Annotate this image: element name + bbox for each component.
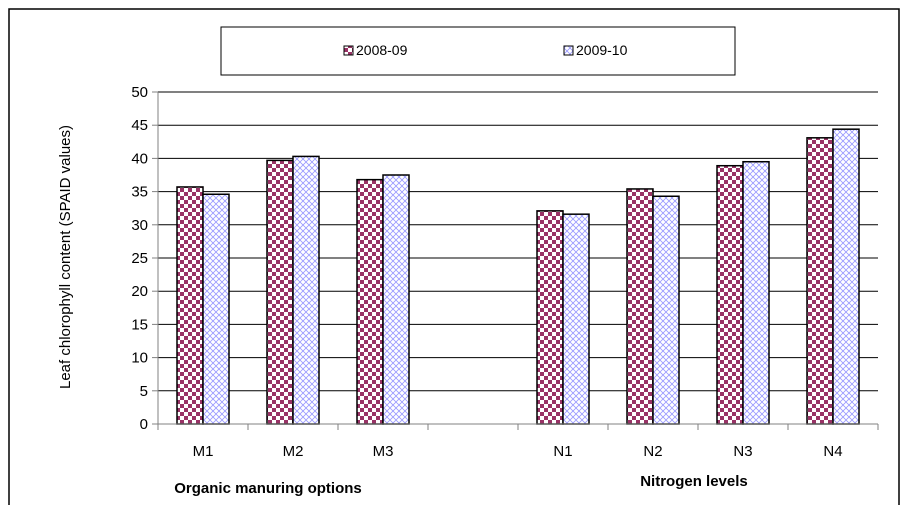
bar-2009-10-N3	[742, 160, 770, 425]
bars	[176, 128, 860, 425]
bar-2008-09-M1	[176, 186, 204, 425]
bar-2009-10-N4	[832, 128, 860, 425]
bar-2008-09-N1	[536, 210, 564, 425]
x-tick-label: M2	[283, 443, 304, 460]
x-tick-label: N3	[733, 443, 752, 460]
y-tick-label: 15	[131, 316, 148, 333]
y-tick-label: 20	[131, 283, 148, 300]
y-tick-labels: 0 5 10 15 20 25 30 35 40 45 50	[131, 84, 158, 433]
legend-label-2009-10: 2009-10	[576, 42, 628, 58]
x-tick-label: N2	[643, 443, 662, 460]
bar-2008-09-M3	[356, 178, 384, 425]
bar-2009-10-M3	[382, 174, 410, 425]
legend-label-2008-09: 2008-09	[356, 42, 408, 58]
y-tick-label: 25	[131, 250, 148, 267]
legend-swatch-2009-10	[563, 45, 574, 56]
bar-2008-09-M2	[266, 159, 294, 425]
x-tick-labels: M1 M2 M3 N1 N2 N3 N4	[157, 424, 879, 460]
y-tick-label: 35	[131, 184, 148, 201]
y-tick-label: 45	[131, 117, 148, 134]
bar-2008-09-N3	[716, 164, 744, 425]
y-axis-title: Leaf chlorophyll content (SPAID values)	[57, 125, 74, 389]
gridlines	[158, 91, 878, 392]
y-tick-label: 10	[131, 350, 148, 367]
legend-swatch-2008-09	[343, 45, 354, 56]
y-tick-label: 0	[140, 416, 148, 433]
bar-2009-10-N1	[562, 213, 590, 425]
group-label-organic: Organic manuring options	[174, 480, 362, 497]
y-tick-label: 40	[131, 150, 148, 167]
y-tick-label: 50	[131, 84, 148, 101]
x-tick-label: N1	[553, 443, 572, 460]
x-tick-label: M1	[193, 443, 214, 460]
group-label-nitrogen: Nitrogen levels	[640, 473, 748, 490]
bar-2009-10-M2	[292, 155, 320, 425]
y-tick-label: 30	[131, 217, 148, 234]
x-tick-label: N4	[823, 443, 842, 460]
y-tick-label: 5	[140, 383, 148, 400]
bar-2008-09-N4	[806, 137, 834, 425]
bar-2009-10-N2	[652, 195, 680, 425]
bar-2008-09-N2	[626, 188, 654, 425]
bar-2009-10-M1	[202, 193, 230, 425]
legend: 2008-09 2009-10	[220, 26, 736, 76]
x-tick-label: M3	[373, 443, 394, 460]
legend-box	[220, 26, 736, 76]
